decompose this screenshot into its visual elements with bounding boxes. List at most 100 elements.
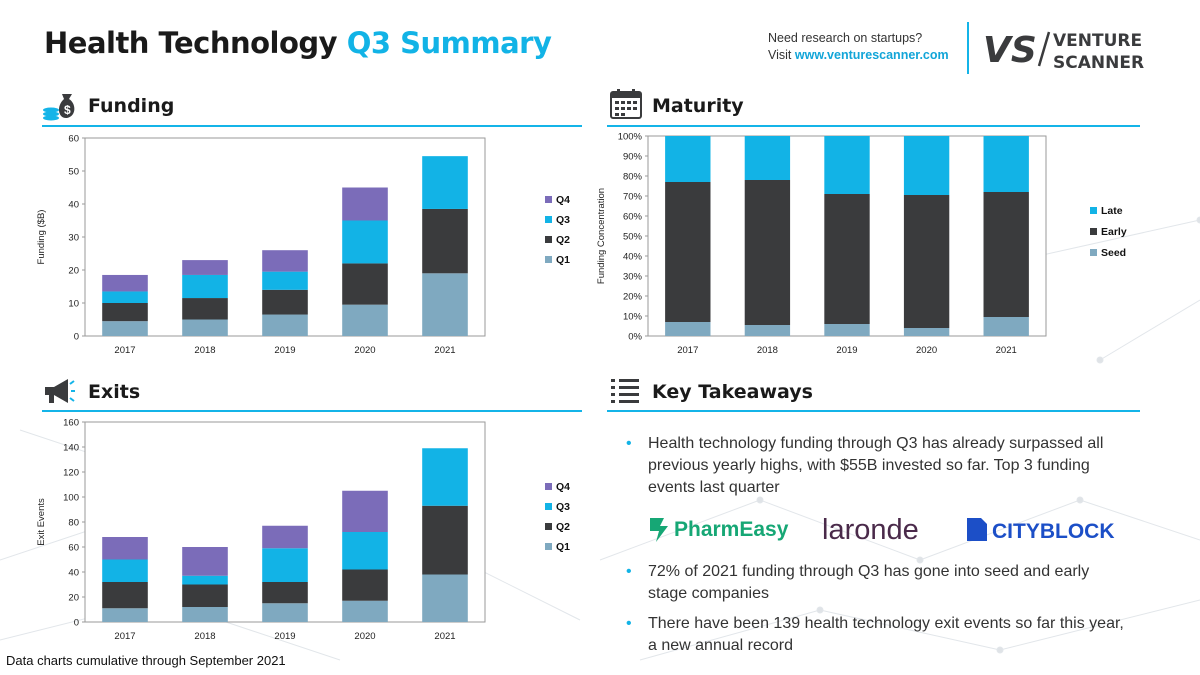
cityblock-logo: CITYBLOCK: [967, 518, 1115, 543]
bar-2020-q3: [342, 532, 388, 570]
bar-2017-q4: [102, 274, 148, 292]
bar-2017-q2: [102, 582, 148, 609]
legend-swatch: [1090, 207, 1097, 214]
laronde-logo: laronde: [822, 514, 919, 546]
maturity-chart: 0% 10% 20% 30% 40% 50% 60% 70% 80% 90% 100% Funding…: [596, 132, 1127, 357]
bar-2019-q4: [262, 250, 308, 272]
title-highlight: Q3 Summary: [346, 26, 552, 60]
legend-swatch: [545, 543, 552, 550]
legend-swatch: [545, 483, 552, 490]
y-tick-label: 20: [68, 593, 79, 604]
bar-2018-q3: [182, 575, 228, 585]
bar-2019-seed: [824, 324, 870, 336]
y-tick-label: 80: [68, 518, 79, 529]
bar-2018-late: [744, 136, 791, 180]
y-tick-label: 40: [68, 200, 79, 211]
bar-2020-late: [903, 136, 950, 195]
bar-2021-q2: [422, 208, 468, 274]
bar-2020-early: [903, 195, 950, 328]
takeaways-underline: [607, 410, 1140, 412]
takeaway-text-2: 72% of 2021 funding through Q3 has gone …: [648, 563, 1090, 602]
y-tick-label: 60%: [623, 212, 643, 223]
x-tick-label: 2019: [274, 345, 295, 356]
legend-swatch: [545, 236, 552, 243]
x-tick-label: 2020: [354, 345, 375, 356]
svg-text:$: $: [64, 103, 71, 117]
takeaway-item-3: • There have been 139 health technology e…: [626, 613, 1128, 657]
footer-note: Data charts cumulative through September…: [6, 653, 286, 668]
x-tick-label: 2021: [996, 345, 1017, 356]
legend-swatch: [545, 216, 552, 223]
y-tick-label: 50%: [623, 232, 643, 243]
bar-2018-q2: [182, 298, 228, 320]
x-tick-label: 2019: [836, 345, 857, 356]
bar-2020-q2: [342, 263, 388, 305]
bar-2019-q1: [262, 603, 308, 622]
legend-label: Q2: [556, 521, 570, 533]
pharmeasy-logo: PharmEasy: [650, 518, 789, 542]
bar-2017-q1: [102, 608, 148, 622]
logo-word-scanner: SCANNER: [1053, 53, 1144, 73]
takeaway-text-3: There have been 139 health technology ex…: [648, 615, 1124, 654]
x-tick-label: 2017: [677, 345, 698, 356]
megaphone-icon: [45, 379, 75, 403]
legend-swatch: [1090, 249, 1097, 256]
y-tick-label: 140: [63, 443, 79, 454]
bar-2020-q4: [342, 490, 388, 532]
bar-2018-q2: [182, 584, 228, 607]
takeaway-item-1: • Health technology funding through Q3 ha…: [626, 433, 1128, 499]
research-visit-label: Visit: [768, 48, 795, 62]
y-tick-label: 50: [68, 167, 79, 178]
y-tick-label: 0%: [628, 332, 642, 343]
legend-label: Early: [1101, 226, 1127, 238]
x-tick-label: 2020: [354, 631, 375, 642]
bar-2017-q3: [102, 559, 148, 582]
research-url-link[interactable]: www.venturescanner.com: [794, 48, 949, 62]
venture-scanner-logo: VS VENTURE SCANNER: [983, 30, 1144, 73]
bar-2017-q1: [102, 321, 148, 336]
y-axis-label: Funding ($B): [36, 210, 47, 265]
money-bag-icon: $: [43, 94, 75, 121]
legend-swatch: [545, 256, 552, 263]
page-title: Health Technology Q3 Summary: [44, 26, 552, 60]
maturity-underline: [607, 125, 1140, 127]
bar-2020-q4: [342, 187, 388, 221]
exits-chart: 0 20 40 60 80 100 120 140 160 Exit Events 2017 2018…: [36, 418, 570, 643]
bar-2021-q2: [422, 505, 468, 575]
bar-2021-q1: [422, 273, 468, 336]
legend-swatch: [545, 503, 552, 510]
y-tick-label: 0: [74, 618, 79, 629]
x-tick-label: 2021: [434, 631, 455, 642]
x-tick-label: 2020: [916, 345, 937, 356]
y-tick-label: 90%: [623, 152, 643, 163]
bar-2021-q1: [422, 574, 468, 622]
title-main: Health Technology: [44, 26, 338, 60]
legend-label: Late: [1101, 205, 1123, 217]
x-tick-label: 2018: [194, 345, 215, 356]
y-tick-label: 30%: [623, 272, 643, 283]
calendar-icon: [610, 89, 642, 119]
y-tick-label: 70%: [623, 192, 643, 203]
legend-swatch: [545, 523, 552, 530]
maturity-section-title: Maturity: [652, 95, 744, 117]
bar-2017-early: [665, 182, 711, 322]
takeaway-text-1: Health technology funding through Q3 has…: [648, 435, 1104, 496]
bar-2021-q3: [422, 156, 468, 209]
bar-2020-seed: [903, 328, 950, 336]
cityblock-wordmark: CITYBLOCK: [992, 520, 1115, 543]
y-tick-label: 10: [68, 299, 79, 310]
x-tick-label: 2018: [194, 631, 215, 642]
list-icon: [611, 379, 639, 403]
legend-label: Q2: [556, 234, 570, 246]
laronde-wordmark: laronde: [822, 514, 919, 546]
logo-word-venture: VENTURE: [1053, 31, 1142, 51]
y-tick-label: 10%: [623, 312, 643, 323]
bar-2018-q1: [182, 607, 228, 622]
logo-mark: VS: [983, 30, 1037, 71]
y-tick-label: 80%: [623, 172, 643, 183]
bar-2018-q1: [182, 319, 228, 336]
bar-2020-q1: [342, 600, 388, 622]
y-tick-label: 30: [68, 233, 79, 244]
header-divider: [967, 22, 969, 74]
bar-2019-q3: [262, 271, 308, 290]
